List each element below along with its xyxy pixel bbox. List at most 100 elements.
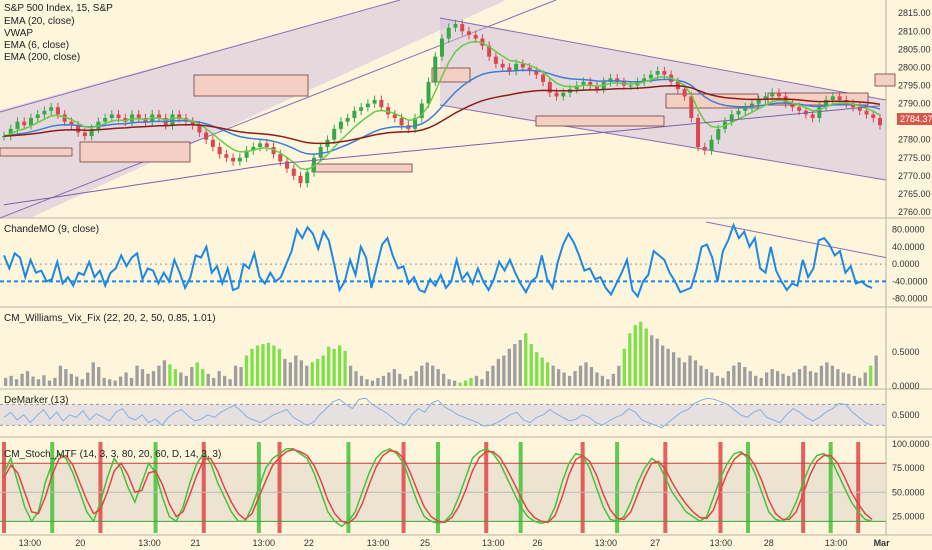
wvf-bar	[425, 362, 429, 386]
wvf-bar	[682, 362, 687, 386]
wvf-bar	[283, 358, 287, 386]
cmo-trendline	[705, 221, 887, 259]
stoch-buy-signal	[346, 442, 351, 533]
candle-body	[716, 128, 721, 140]
candle-body	[359, 107, 364, 111]
wvf-bar	[266, 342, 271, 386]
candle-body	[49, 107, 54, 111]
wvf-bar	[113, 380, 117, 386]
wvf-bar	[212, 377, 216, 386]
zone-box	[193, 74, 309, 97]
zone-box	[431, 67, 471, 83]
stoch-sell-signal	[484, 442, 489, 533]
up-channel-upper	[0, 0, 401, 113]
price-tick-label: 2805.00	[898, 44, 931, 54]
wvf-bar	[75, 376, 79, 386]
wvf-bar	[661, 345, 665, 386]
candle-body	[311, 157, 316, 173]
stoch-d-line	[3, 448, 873, 525]
wvf-bar	[480, 379, 484, 386]
time-tick-label: 27	[650, 538, 660, 548]
wvf-bar	[414, 371, 418, 386]
wvf-bar	[600, 375, 605, 386]
wvf-bar	[228, 379, 232, 386]
candle-body	[433, 56, 438, 82]
wvf-bar	[387, 372, 391, 386]
candle-body	[426, 81, 431, 104]
wvf-bar	[704, 369, 709, 386]
wvf-bar	[124, 372, 128, 386]
candle-body	[487, 45, 492, 57]
cmo-title: ChandeMO (9, close)	[4, 224, 100, 235]
candle-body	[244, 150, 249, 158]
wvf-bar	[535, 352, 539, 386]
wvf-bar	[239, 367, 243, 386]
up-channel-lower	[0, 0, 557, 219]
candle-body	[22, 121, 27, 126]
wvf-bar	[524, 333, 528, 386]
candle-body	[264, 143, 269, 147]
time-tick-label: 13:00	[482, 538, 505, 548]
stoch-k-line	[3, 447, 873, 528]
wvf-bar	[305, 365, 309, 386]
wvf-bar	[431, 365, 435, 386]
wvf-bar	[633, 325, 637, 386]
wvf-bar	[836, 369, 840, 386]
stoch-sell-signal	[201, 442, 206, 533]
time-tick-label: 26	[532, 538, 542, 548]
wvf-bar	[146, 373, 150, 386]
candle-body	[298, 175, 303, 184]
candle-body	[871, 114, 876, 119]
candle-body	[419, 103, 424, 119]
candle-body	[42, 110, 47, 115]
wvf-bar	[606, 379, 610, 386]
wvf-bar	[584, 362, 588, 386]
candle-body	[696, 118, 701, 147]
candle-body	[648, 74, 653, 79]
candle-body	[446, 27, 451, 39]
wvf-bar	[474, 375, 479, 386]
candle-body	[790, 103, 795, 108]
wvf-bar	[513, 344, 517, 386]
wvf-bar	[58, 365, 63, 386]
wvf-bar	[743, 367, 747, 386]
candle-body	[797, 107, 802, 111]
cmo-tick-label: 40.0000	[892, 242, 925, 252]
wvf-bar	[847, 373, 851, 386]
candle-body	[594, 85, 599, 90]
wvf-bar	[365, 379, 369, 386]
wvf-bar	[129, 377, 134, 386]
wvf-bar	[173, 369, 178, 386]
candle-body	[770, 92, 775, 97]
candle-body	[493, 56, 498, 64]
candle-body	[197, 125, 202, 133]
wvf-bar	[370, 380, 375, 386]
wvf-bar	[819, 365, 824, 386]
candle-body	[231, 157, 236, 162]
wvf-bar	[825, 362, 829, 386]
wvf-bar	[162, 360, 167, 386]
wvf-bar	[140, 369, 145, 386]
candle-body	[69, 121, 74, 126]
wvf-bar	[589, 367, 594, 386]
candle-body	[776, 92, 781, 97]
wvf-bar	[786, 375, 791, 386]
candle-body	[864, 110, 869, 115]
wvf-bar	[666, 348, 670, 386]
stoch-sell-signal	[2, 442, 6, 533]
candle-body	[136, 114, 141, 119]
candle-body	[271, 146, 276, 155]
wvf-bar	[168, 364, 172, 386]
wvf-bar	[546, 362, 550, 386]
wvf-bar	[409, 375, 413, 386]
zone-box	[535, 115, 665, 127]
time-tick-label: 20	[75, 538, 85, 548]
time-tick-label: 13:00	[710, 538, 733, 548]
wvf-bar	[31, 376, 35, 386]
wvf-bar	[463, 380, 468, 386]
demarker-band	[0, 404, 886, 426]
candle-body	[554, 92, 559, 97]
demarker-title: DeMarker (13)	[4, 395, 69, 406]
